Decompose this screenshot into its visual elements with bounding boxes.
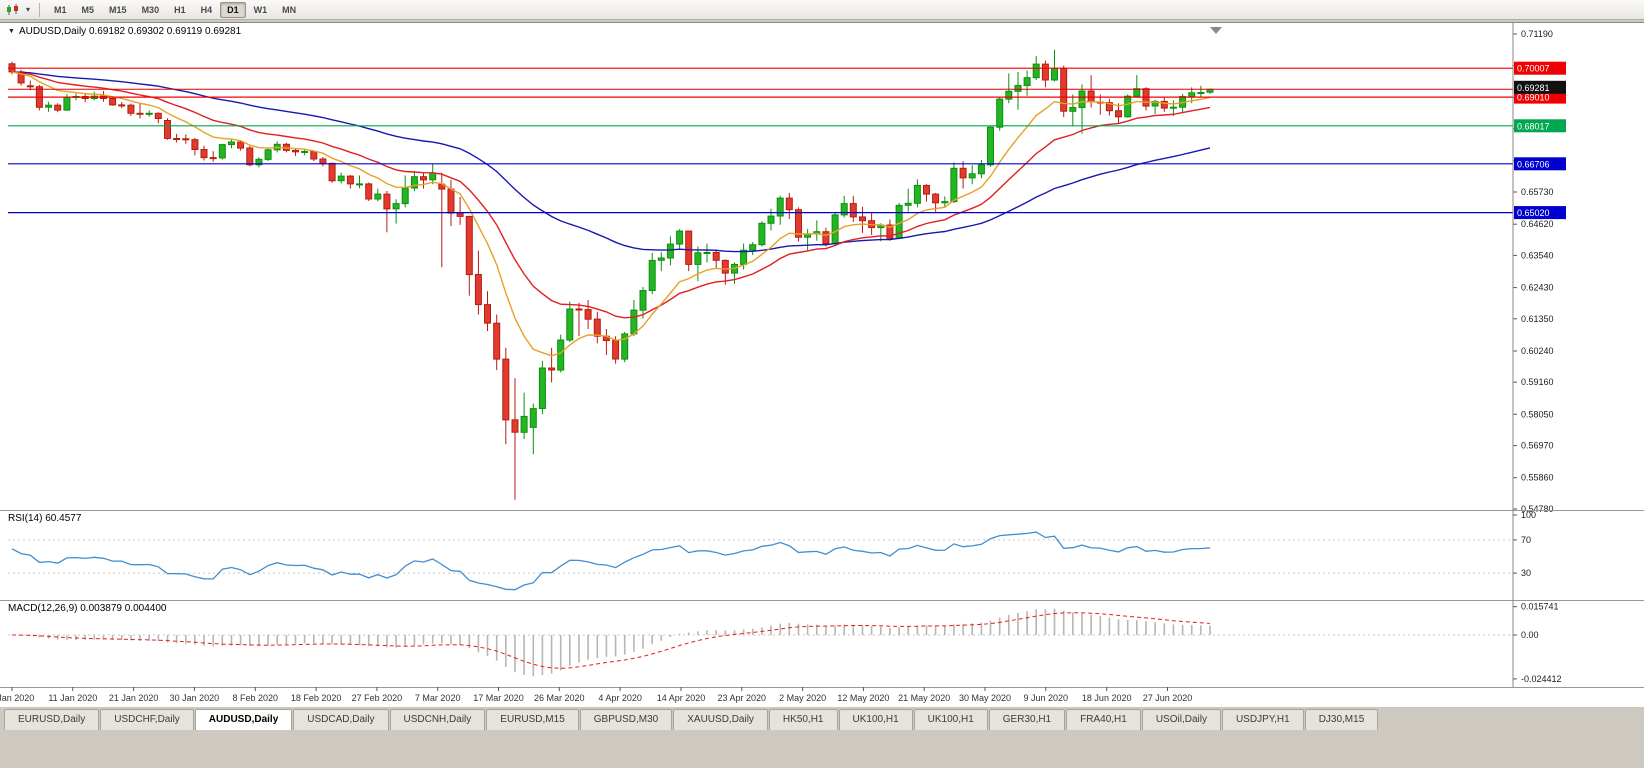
svg-text:0.60240: 0.60240 xyxy=(1521,346,1554,356)
svg-text:0.68017: 0.68017 xyxy=(1517,121,1550,131)
price-badge: 0.68017 xyxy=(1514,119,1566,133)
svg-text:0.65020: 0.65020 xyxy=(1517,208,1550,218)
timeframe-toolbar: M1 M5 M15 M30 H1 H4 D1 W1 MN xyxy=(47,1,303,18)
svg-text:0.56970: 0.56970 xyxy=(1521,441,1554,451)
main-toolbar: ▾ M1 M5 M15 M30 H1 H4 D1 W1 MN xyxy=(0,0,1644,20)
chart-symbol-timeframe: AUDUSD,Daily xyxy=(18,26,87,37)
svg-text:30 May 2020: 30 May 2020 xyxy=(959,693,1011,703)
svg-text:70: 70 xyxy=(1521,535,1531,545)
svg-text:8 Feb 2020: 8 Feb 2020 xyxy=(233,693,279,703)
svg-text:100: 100 xyxy=(1521,510,1536,520)
tab-usdcnh-daily[interactable]: USDCNH,Daily xyxy=(389,709,486,730)
svg-text:0.55860: 0.55860 xyxy=(1521,473,1554,483)
ma-10-line xyxy=(11,71,1211,357)
svg-text:0.58050: 0.58050 xyxy=(1521,409,1554,419)
timeframe-button-m15[interactable]: M15 xyxy=(109,4,127,15)
chart-type-caret-icon[interactable]: ▾ xyxy=(26,5,31,14)
svg-text:0.70007: 0.70007 xyxy=(1517,64,1550,74)
svg-text:2 May 2020: 2 May 2020 xyxy=(779,693,826,703)
svg-text:2 Jan 2020: 2 Jan 2020 xyxy=(0,693,34,703)
svg-text:0.61350: 0.61350 xyxy=(1521,314,1554,324)
chart-window: 0.71190 0.65730 0.64620 0.63540 0.62430 0.613… xyxy=(0,22,1644,707)
tab-usoil-daily[interactable]: USOil,Daily xyxy=(1141,709,1221,730)
svg-text:21 May 2020: 21 May 2020 xyxy=(898,693,950,703)
tab-fra40-h1[interactable]: FRA40,H1 xyxy=(1066,709,1141,730)
rsi-line xyxy=(11,531,1211,591)
svg-text:0.69010: 0.69010 xyxy=(1517,93,1550,103)
svg-text:18 Jun 2020: 18 Jun 2020 xyxy=(1082,693,1132,703)
tab-eurusd-m15[interactable]: EURUSD,M15 xyxy=(486,709,579,730)
svg-text:4 Apr 2020: 4 Apr 2020 xyxy=(598,693,642,703)
svg-text:0.015741: 0.015741 xyxy=(1521,602,1559,612)
svg-text:9 Jun 2020: 9 Jun 2020 xyxy=(1024,693,1069,703)
svg-text:17 Mar 2020: 17 Mar 2020 xyxy=(473,693,524,703)
tab-ger30-h1[interactable]: GER30,H1 xyxy=(988,709,1066,730)
svg-text:30 Jan 2020: 30 Jan 2020 xyxy=(170,693,220,703)
tab-usdjpy-h1[interactable]: USDJPY,H1 xyxy=(1221,709,1304,730)
svg-text:11 Jan 2020: 11 Jan 2020 xyxy=(48,693,97,703)
window-menu-icon[interactable]: ▼ xyxy=(8,28,15,35)
chart-background xyxy=(0,23,1644,707)
svg-text:27 Feb 2020: 27 Feb 2020 xyxy=(352,693,403,703)
tab-usdcad-daily[interactable]: USDCAD,Daily xyxy=(293,709,389,730)
tab-eurusd-daily[interactable]: EURUSD,Daily xyxy=(4,709,100,730)
macd-label: MACD(12,26,9) 0.003879 0.004400 xyxy=(8,603,167,614)
price-badge: 0.69010 xyxy=(1514,90,1566,104)
timeframe-button-w1[interactable]: W1 xyxy=(253,4,268,15)
svg-text:0.64620: 0.64620 xyxy=(1521,219,1554,229)
svg-text:0.00: 0.00 xyxy=(1521,630,1539,640)
svg-text:0.66706: 0.66706 xyxy=(1517,159,1550,169)
tab-dj30-m15[interactable]: DJ30,M15 xyxy=(1304,709,1379,730)
svg-text:18 Feb 2020: 18 Feb 2020 xyxy=(291,693,342,703)
svg-text:-0.024412: -0.024412 xyxy=(1521,674,1562,684)
price-badge: 0.66706 xyxy=(1514,157,1566,171)
chart-tabbar: EURUSD,Daily USDCHF,Daily AUDUSD,Daily USDC… xyxy=(0,708,1644,730)
ma-21-line xyxy=(11,71,1211,319)
tab-usdchf-daily[interactable]: USDCHF,Daily xyxy=(100,709,194,730)
tab-audusd-daily[interactable]: AUDUSD,Daily xyxy=(194,709,293,730)
rsi-label: RSI(14) 60.4577 xyxy=(8,513,82,524)
chart-shift-marker[interactable] xyxy=(1210,27,1222,34)
svg-text:0.62430: 0.62430 xyxy=(1521,283,1554,293)
toolbar-separator xyxy=(39,2,41,17)
svg-text:0.63540: 0.63540 xyxy=(1521,250,1554,260)
mt4-app: ▾ M1 M5 M15 M30 H1 H4 D1 W1 MN 0.71190 0.65730 0.6… xyxy=(0,0,1644,730)
svg-text:0.71190: 0.71190 xyxy=(1521,29,1553,39)
price-badge: 0.70007 xyxy=(1514,61,1566,75)
svg-text:26 Mar 2020: 26 Mar 2020 xyxy=(534,693,585,703)
timeframe-button-m30[interactable]: M30 xyxy=(141,4,160,15)
svg-text:21 Jan 2020: 21 Jan 2020 xyxy=(109,693,159,703)
svg-text:14 Apr 2020: 14 Apr 2020 xyxy=(657,693,706,703)
price-badge: 0.69281 xyxy=(1514,80,1566,94)
svg-text:0.65730: 0.65730 xyxy=(1521,187,1554,197)
svg-text:0.59160: 0.59160 xyxy=(1521,377,1554,387)
timeframe-button-d1[interactable]: D1 xyxy=(220,1,246,18)
svg-text:7 Mar 2020: 7 Mar 2020 xyxy=(415,693,461,703)
timeframe-button-mn[interactable]: MN xyxy=(282,4,297,15)
timeframe-button-h4[interactable]: H4 xyxy=(200,4,213,15)
svg-text:23 Apr 2020: 23 Apr 2020 xyxy=(718,693,767,703)
macd-signal-line xyxy=(11,612,1211,669)
tab-gbpusd-m30[interactable]: GBPUSD,M30 xyxy=(579,709,673,730)
ma-55-line xyxy=(11,71,1211,253)
price-badge: 0.65020 xyxy=(1514,206,1566,220)
tab-hk50-h1[interactable]: HK50,H1 xyxy=(768,709,838,730)
svg-text:12 May 2020: 12 May 2020 xyxy=(837,693,889,703)
svg-text:27 Jun 2020: 27 Jun 2020 xyxy=(1143,693,1193,703)
svg-text:0.54780: 0.54780 xyxy=(1521,504,1554,514)
macd-histogram xyxy=(20,608,1211,677)
chart-type-icon[interactable] xyxy=(4,3,22,17)
tab-xauusd-daily[interactable]: XAUUSD,Daily xyxy=(673,709,768,730)
timeframe-button-h1[interactable]: H1 xyxy=(174,4,186,15)
timeframe-button-m1[interactable]: M1 xyxy=(54,4,67,15)
timeframe-button-m5[interactable]: M5 xyxy=(81,4,95,15)
tab-uk100-h1[interactable]: UK100,H1 xyxy=(913,709,988,730)
chart-canvas[interactable]: 0.71190 0.65730 0.64620 0.63540 0.62430 0.613… xyxy=(0,23,1644,707)
chart-title: ▼ AUDUSD,Daily 0.69182 0.69302 0.69119 0.… xyxy=(8,26,241,37)
svg-text:30: 30 xyxy=(1521,568,1531,578)
tab-uk100-h1[interactable]: UK100,H1 xyxy=(838,709,913,730)
chart-ohlc-values: 0.69182 0.69302 0.69119 0.69281 xyxy=(88,26,242,37)
svg-text:0.69281: 0.69281 xyxy=(1517,83,1550,93)
